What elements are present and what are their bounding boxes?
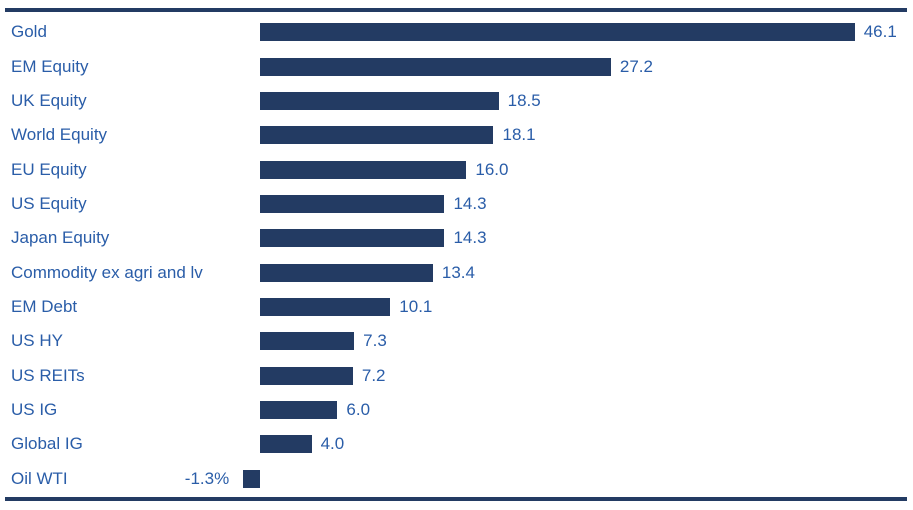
bar-row: US REITs 7.2 xyxy=(0,359,913,393)
value-label: 13.4 xyxy=(441,262,475,282)
category-label: US IG xyxy=(11,400,58,420)
category-label: EU Equity xyxy=(11,159,87,179)
bar xyxy=(260,23,855,42)
bar-row: Japan Equity 14.3 xyxy=(0,221,913,255)
category-label: US HY xyxy=(11,331,63,351)
value-label: 18.1 xyxy=(502,125,536,145)
value-label: 46.1 xyxy=(863,22,897,42)
value-label: -1.3% xyxy=(184,468,230,488)
category-label: World Equity xyxy=(11,125,108,145)
bar xyxy=(260,435,312,454)
category-label: EM Equity xyxy=(11,56,89,76)
bar-row: US Equity 14.3 xyxy=(0,187,913,221)
bar-row: Gold 46.1 xyxy=(0,15,913,49)
category-label: Gold xyxy=(11,22,47,42)
value-label: 6.0 xyxy=(346,400,371,420)
value-label: 14.3 xyxy=(453,228,487,248)
bar-row: US IG 6.0 xyxy=(0,393,913,427)
category-label: Oil WTI xyxy=(11,468,68,488)
value-label: 16.0 xyxy=(475,159,509,179)
bar-row: EM Debt 10.1 xyxy=(0,290,913,324)
bar xyxy=(260,126,494,145)
bar-row: Commodity ex agri and lv 13.4 xyxy=(0,256,913,290)
bar-rows: Gold 46.1 EM Equity 27.2 UK Equity 18.5 … xyxy=(0,15,913,496)
bar xyxy=(260,229,445,248)
category-label: UK Equity xyxy=(11,90,87,110)
bar xyxy=(243,469,260,488)
bar-row: UK Equity 18.5 xyxy=(0,84,913,118)
top-rule xyxy=(5,8,907,12)
bar-row: World Equity 18.1 xyxy=(0,118,913,152)
bar-row: EU Equity 16.0 xyxy=(0,152,913,186)
value-label: 7.3 xyxy=(363,331,387,351)
bar xyxy=(260,401,338,420)
value-label: 7.2 xyxy=(361,365,386,385)
bar-row: US HY 7.3 xyxy=(0,324,913,358)
bottom-rule xyxy=(5,497,907,501)
bar xyxy=(260,332,355,351)
bar-row: Global IG 4.0 xyxy=(0,427,913,461)
category-label: Global IG xyxy=(11,434,83,454)
bar xyxy=(260,263,433,282)
category-label: Commodity ex agri and lv xyxy=(11,262,203,282)
bar xyxy=(260,91,499,110)
bar xyxy=(260,160,467,179)
bar-row: EM Equity 27.2 xyxy=(0,49,913,83)
category-label: Japan Equity xyxy=(11,228,110,248)
value-label: 4.0 xyxy=(320,434,345,454)
bar-row: Oil WTI -1.3% xyxy=(0,462,913,496)
category-label: US REITs xyxy=(11,365,85,385)
value-label: 27.2 xyxy=(619,56,653,76)
bar xyxy=(260,194,445,213)
category-label: EM Debt xyxy=(11,297,78,317)
value-label: 10.1 xyxy=(399,297,433,317)
bar xyxy=(260,57,611,76)
bar xyxy=(260,298,391,317)
category-label: US Equity xyxy=(11,193,87,213)
bar xyxy=(260,366,353,385)
value-label: 14.3 xyxy=(453,193,487,213)
value-label: 18.5 xyxy=(507,90,541,110)
